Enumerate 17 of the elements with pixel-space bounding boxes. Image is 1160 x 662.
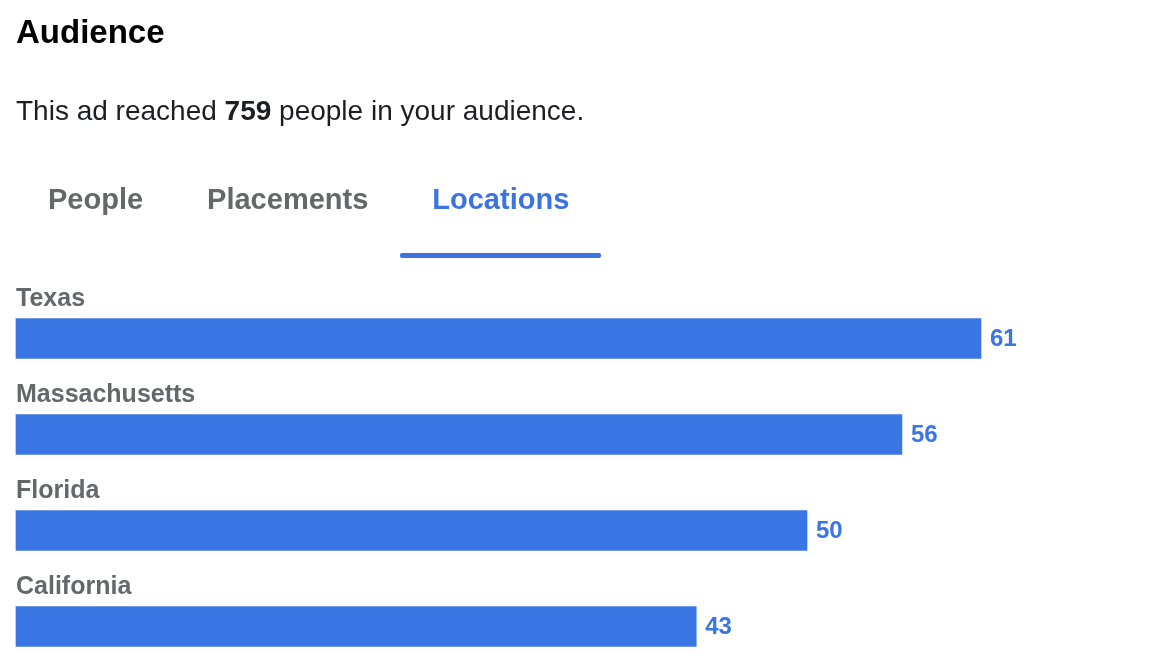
bar (15, 606, 697, 647)
chart-title: Audience (16, 13, 165, 50)
data-label: 43 (705, 612, 732, 640)
text: People (47, 183, 145, 215)
bar (15, 414, 903, 455)
y-tick-label: Massachusetts (16, 378, 196, 407)
data-label: 61 (990, 324, 1017, 352)
y-tick-label: Texas (16, 282, 86, 311)
bar (15, 318, 982, 359)
y-tick-label: Florida (16, 474, 101, 503)
y-tick-label: California (16, 570, 133, 599)
data-label: 50 (815, 516, 843, 544)
chart-subtitle: This ad reached 759 people in your audience. (16, 95, 585, 126)
data-label: 56 (910, 420, 938, 448)
text: Placements (206, 183, 370, 215)
bar (15, 510, 808, 551)
text: Locations (431, 183, 571, 215)
